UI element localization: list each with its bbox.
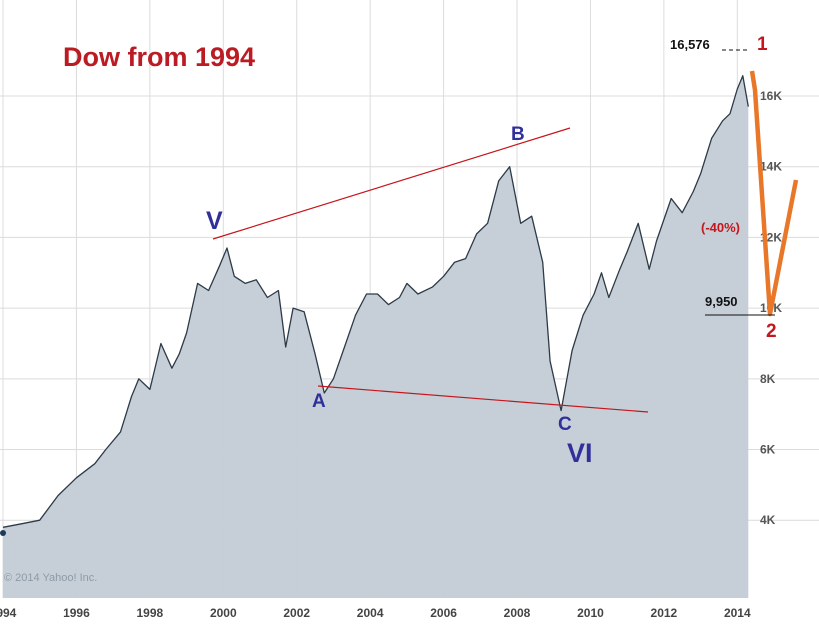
copyright-text: © 2014 Yahoo! Inc. [4,572,97,584]
wave-label-v: V [206,207,223,235]
x-tick-label: 1994 [0,606,17,620]
lower-trend-line [317,385,649,413]
point-2-label: 2 [766,321,777,342]
x-tick-label: 2002 [283,606,310,620]
y-tick-label: 14K [760,160,782,174]
trough-value-label: 9,950 [705,294,738,309]
x-tick-label: 2000 [210,606,237,620]
upper-trend-line [212,127,571,240]
y-tick-label: 4K [760,513,776,527]
x-tick-label: 1998 [137,606,164,620]
wave-label-a: A [312,391,326,412]
price-area [3,75,749,598]
drop-percent-label: (-40%) [701,220,740,235]
x-tick-label: 2012 [651,606,678,620]
x-tick-label: 2004 [357,606,384,620]
x-tick-label: 2008 [504,606,531,620]
wave-label-vi: VI [567,438,593,468]
start-marker [0,530,6,536]
x-tick-label: 1996 [63,606,90,620]
wave-label-c: C [558,414,572,435]
point-1-label: 1 [757,34,768,55]
chart-title: Dow from 1994 [63,42,255,72]
x-tick-label: 2006 [430,606,457,620]
price-line [2,75,749,528]
peak-value-label: 16,576 [670,37,710,52]
projection-path [749,70,799,317]
x-tick-label: 2010 [577,606,604,620]
y-tick-label: 8K [760,372,776,386]
x-axis: 1994 1996 1998 2000 2002 2004 2006 2008 2010 2012… [0,606,751,620]
wave-label-b: B [511,124,525,145]
x-axis-band [0,598,819,627]
y-tick-label: 6K [760,443,776,457]
x-tick-label: 2014 [724,606,751,620]
y-tick-label: 16K [760,89,782,103]
